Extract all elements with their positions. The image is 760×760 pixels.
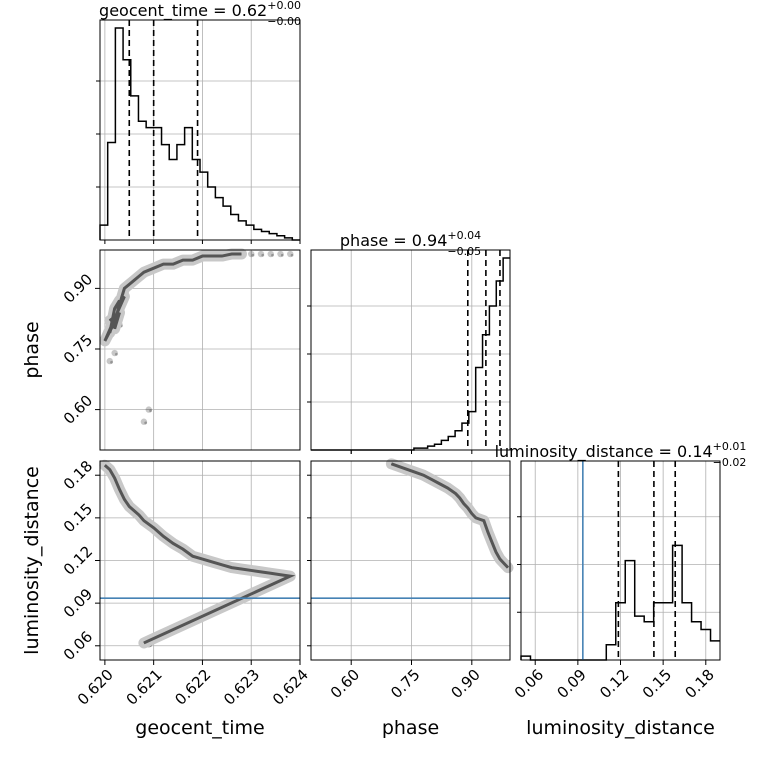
y-tick-label-luminosity_distance: 0.15 bbox=[60, 500, 96, 536]
sample-point bbox=[277, 250, 284, 258]
hist-geocent_time bbox=[99, 27, 300, 241]
hist-frame-phase bbox=[310, 249, 511, 451]
title-minus-phase: −0.05 bbox=[447, 245, 481, 258]
title-plus-geocent_time: +0.00 bbox=[267, 0, 301, 12]
x-tick-label-luminosity_distance: 0.12 bbox=[596, 666, 632, 702]
y-axis-label-luminosity_distance: luminosity_distance bbox=[21, 466, 43, 655]
sample-point bbox=[149, 409, 152, 413]
title-label-phase: phase bbox=[340, 231, 388, 250]
x-axis-label-phase: phase bbox=[382, 717, 439, 739]
title-median-geocent_time: 0.62 bbox=[232, 1, 268, 20]
hist-panel-phase: phase = 0.94+0.04−0.05 bbox=[307, 229, 510, 451]
title-eq: = bbox=[653, 442, 677, 461]
x-tick-label-luminosity_distance: 0.06 bbox=[511, 666, 547, 702]
2d-panel-geocent_phase bbox=[99, 248, 300, 450]
hist-panel-geocent_time: geocent_time = 0.62+0.00−0.00 bbox=[96, 0, 301, 241]
title-eq: = bbox=[208, 1, 232, 20]
sample-point bbox=[271, 253, 274, 257]
2d-panel-geocent_distance bbox=[99, 459, 300, 660]
y-tick-label-luminosity_distance: 0.18 bbox=[60, 457, 96, 493]
y-tick-label-phase: 0.75 bbox=[60, 331, 96, 367]
y-tick-label-phase: 0.90 bbox=[60, 270, 96, 306]
sample-point bbox=[140, 418, 148, 425]
sample-point bbox=[144, 421, 148, 425]
title-minus-geocent_time: −0.00 bbox=[267, 15, 301, 28]
contour-core bbox=[390, 462, 510, 569]
y-tick-label-phase: 0.60 bbox=[60, 391, 96, 427]
x-tick-label-geocent_time: 0.624 bbox=[269, 666, 312, 709]
title-phase: phase = 0.94+0.04 bbox=[340, 229, 481, 250]
x-tick-label-luminosity_distance: 0.18 bbox=[681, 666, 717, 702]
x-tick-label-luminosity_distance: 0.09 bbox=[554, 666, 590, 702]
sample-point bbox=[145, 406, 152, 413]
density-band bbox=[385, 458, 514, 574]
title-luminosity_distance: luminosity_distance = 0.14+0.01 bbox=[495, 440, 747, 462]
frame-geocent_phase bbox=[99, 249, 301, 451]
sample-point bbox=[248, 250, 255, 258]
contour-core bbox=[103, 252, 242, 342]
x-axis-label-luminosity_distance: luminosity_distance bbox=[526, 717, 715, 739]
hist-frame-geocent_time bbox=[99, 19, 301, 241]
title-median-phase: 0.94 bbox=[412, 231, 448, 250]
density-band bbox=[99, 459, 296, 649]
hist-panel-luminosity_distance: luminosity_distance = 0.14+0.01−0.02 bbox=[495, 440, 747, 661]
y-axis-label-phase: phase bbox=[21, 321, 43, 378]
sample-point bbox=[115, 352, 118, 356]
title-label-geocent_time: geocent_time bbox=[99, 1, 208, 21]
x-tick-label-geocent_time: 0.623 bbox=[220, 666, 263, 709]
sample-point bbox=[287, 250, 294, 258]
y-tick-label-luminosity_distance: 0.12 bbox=[60, 542, 96, 578]
contour-core bbox=[103, 464, 296, 645]
sample-point bbox=[280, 253, 284, 257]
title-plus-luminosity_distance: +0.01 bbox=[713, 440, 747, 453]
sample-point bbox=[267, 250, 274, 258]
x-tick-label-geocent_time: 0.620 bbox=[74, 666, 117, 709]
title-label-luminosity_distance: luminosity_distance bbox=[495, 442, 654, 462]
x-tick-label-phase: 0.75 bbox=[387, 666, 423, 702]
title-minus-luminosity_distance: −0.02 bbox=[713, 456, 747, 469]
x-tick-label-phase: 0.60 bbox=[327, 666, 363, 702]
x-tick-label-luminosity_distance: 0.15 bbox=[639, 666, 675, 702]
sample-point bbox=[290, 253, 294, 257]
title-median-luminosity_distance: 0.14 bbox=[677, 442, 713, 461]
sample-point bbox=[110, 360, 113, 364]
title-eq: = bbox=[388, 231, 412, 250]
sample-point bbox=[257, 250, 265, 258]
title-geocent_time: geocent_time = 0.62+0.00 bbox=[99, 0, 301, 21]
sample-point bbox=[251, 253, 255, 257]
x-tick-label-geocent_time: 0.621 bbox=[123, 666, 166, 709]
sample-point bbox=[261, 253, 265, 257]
sample-point bbox=[111, 349, 118, 357]
x-axis-label-geocent_time: geocent_time bbox=[135, 717, 264, 739]
x-tick-label-phase: 0.90 bbox=[447, 666, 483, 702]
y-tick-label-luminosity_distance: 0.06 bbox=[60, 628, 96, 664]
x-tick-label-geocent_time: 0.622 bbox=[171, 666, 214, 709]
2d-panel-phase_distance bbox=[311, 458, 514, 660]
y-tick-label-luminosity_distance: 0.09 bbox=[60, 585, 96, 621]
title-plus-phase: +0.04 bbox=[447, 229, 481, 242]
sample-point bbox=[106, 357, 113, 365]
